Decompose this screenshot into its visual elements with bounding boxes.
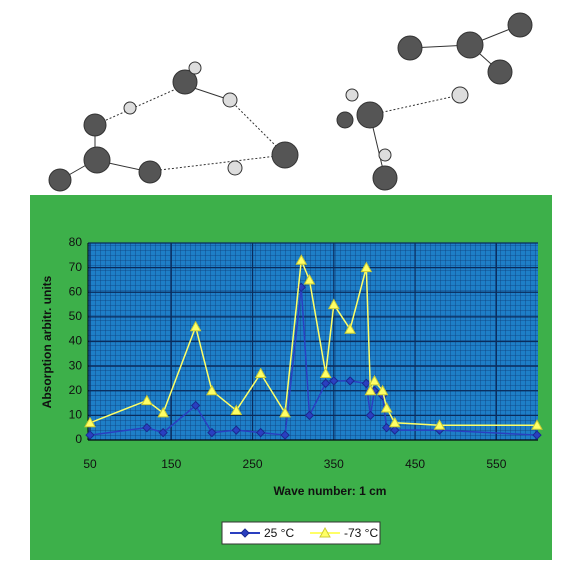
y-tick-label: 40 [69, 334, 83, 348]
x-axis-label: Wave number: 1 cm [274, 484, 387, 498]
y-tick-label: 10 [69, 408, 83, 422]
x-tick-label: 50 [83, 457, 97, 471]
y-tick-label: 30 [69, 358, 83, 372]
y-axis-label: Absorption arbitr. units [40, 275, 54, 408]
x-tick-label: 350 [324, 457, 344, 471]
y-tick-label: 50 [69, 309, 83, 323]
x-tick-label: 450 [405, 457, 425, 471]
legend-label: 25 °C [264, 526, 294, 540]
y-tick-label: 70 [69, 260, 83, 274]
y-tick-label: 0 [75, 432, 82, 446]
figure: Wave number: 1 cm Absorption arbitr. uni… [0, 0, 571, 560]
y-tick-label: 80 [69, 235, 83, 249]
x-tick-label: 150 [161, 457, 181, 471]
legend-label: -73 °C [344, 526, 378, 540]
x-tick-label: 550 [486, 457, 506, 471]
y-tick-label: 60 [69, 284, 83, 298]
page: {"chart_data": {"type": "line", "ylabel"… [0, 0, 571, 565]
y-tick-label: 20 [69, 383, 83, 397]
x-tick-label: 250 [243, 457, 263, 471]
molecule-diagram [49, 13, 532, 191]
